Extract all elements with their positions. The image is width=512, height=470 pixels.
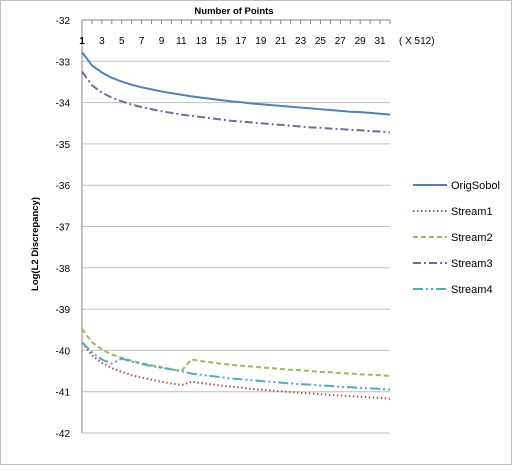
series-line-stream3 <box>81 71 391 134</box>
y-tick-label: -32 <box>56 16 71 27</box>
gridlines <box>82 19 390 434</box>
y-tick-label: -34 <box>56 99 71 110</box>
y-tick-label: -41 <box>56 388 71 399</box>
legend-label-stream1: Stream1 <box>451 206 493 218</box>
y-tick-label: -36 <box>56 181 71 192</box>
x-axis-unit-note: ( X 512) <box>399 36 435 47</box>
x-tick-label: 5 <box>119 36 125 47</box>
x-tick-label: 3 <box>99 36 105 47</box>
legend-label-origsobol: OrigSobol <box>451 180 500 192</box>
legend-label-stream4: Stream4 <box>451 284 493 296</box>
axes: -32-33-34-35-36-37-38-39-40-41-421 3 5 7 9 11… <box>56 16 391 440</box>
x-tick-label: 9 <box>159 36 165 47</box>
x-tick-label: 29 <box>355 36 367 47</box>
x-tick-label: 25 <box>315 36 327 47</box>
legend-label-stream3: Stream3 <box>451 258 493 270</box>
x-tick-label: 7 <box>139 36 145 47</box>
x-tick-label: 27 <box>335 36 347 47</box>
x-tick-label: 11 <box>176 36 187 47</box>
legend: OrigSobol Stream1 Stream2 Stream3 Stream4 <box>413 180 500 296</box>
x-tick-label: 31 <box>375 36 387 47</box>
y-tick-label: -35 <box>56 140 71 151</box>
y-tick-label: -37 <box>56 223 71 234</box>
x-tick-label: 21 <box>275 36 287 47</box>
x-tick-label: 23 <box>295 36 307 47</box>
series-line-stream2 <box>81 328 391 378</box>
x-tick-label: 17 <box>235 36 247 47</box>
y-tick-label: -38 <box>56 264 71 275</box>
legend-label-stream2: Stream2 <box>451 232 493 244</box>
y-tick-label: -33 <box>56 57 71 68</box>
x-axis-title: Number of Points <box>194 6 273 17</box>
y-tick-label: -40 <box>56 346 71 357</box>
y-tick-label: -42 <box>56 429 71 440</box>
series-line-stream4 <box>81 341 391 391</box>
x-tick-label: 13 <box>196 36 208 47</box>
x-tick-label: 1 <box>79 36 85 47</box>
series-lines <box>81 51 391 400</box>
series-line-origsobol <box>81 51 391 116</box>
y-axis-title: Log(L2 Discrepancy) <box>30 197 41 291</box>
x-tick-label: 15 <box>216 36 228 47</box>
x-tick-label: 19 <box>255 36 267 47</box>
y-tick-label: -39 <box>56 305 71 316</box>
